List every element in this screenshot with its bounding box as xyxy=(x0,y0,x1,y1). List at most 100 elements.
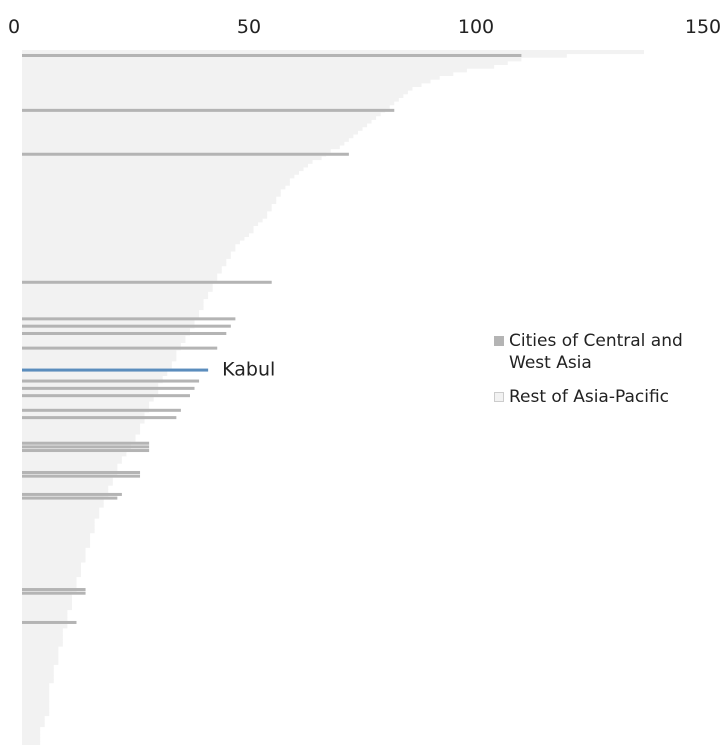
bar-rest-of-asia-pacific xyxy=(22,598,72,603)
bar-rest-of-asia-pacific xyxy=(22,510,100,515)
bar-rest-of-asia-pacific xyxy=(22,167,304,172)
bar-central-west-asia xyxy=(22,496,118,500)
bar-rest-of-asia-pacific xyxy=(22,313,200,318)
legend-item-central-west-asia: Cities of Central and West Asia xyxy=(494,330,719,374)
bar-rest-of-asia-pacific xyxy=(22,382,159,387)
bar-rest-of-asia-pacific xyxy=(22,693,50,698)
bar-rest-of-asia-pacific xyxy=(22,210,268,216)
bar-rest-of-asia-pacific xyxy=(22,207,272,212)
bar-central-west-asia xyxy=(22,408,181,412)
bar-rest-of-asia-pacific xyxy=(22,562,82,567)
x-tick-label: 50 xyxy=(237,16,261,38)
bar-rest-of-asia-pacific xyxy=(22,123,368,128)
bar-rest-of-asia-pacific xyxy=(22,664,54,669)
bar-rest-of-asia-pacific xyxy=(22,86,413,91)
bar-rest-of-asia-pacific xyxy=(22,390,159,395)
bar-rest-of-asia-pacific xyxy=(22,646,59,651)
bar-rest-of-asia-pacific xyxy=(22,364,172,369)
bar-rest-of-asia-pacific xyxy=(22,638,63,643)
bar-rest-of-asia-pacific xyxy=(22,93,404,98)
bar-rest-of-asia-pacific xyxy=(22,265,222,270)
bar-rest-of-asia-pacific xyxy=(22,302,204,307)
bar-rest-of-asia-pacific xyxy=(22,90,408,95)
data-label-kabul: Kabul xyxy=(222,359,275,381)
bar-rest-of-asia-pacific xyxy=(22,554,86,559)
bar-rest-of-asia-pacific xyxy=(22,306,204,311)
bar-rest-of-asia-pacific xyxy=(22,104,390,109)
bar-rest-of-asia-pacific xyxy=(22,401,150,406)
bar-rest-of-asia-pacific xyxy=(22,635,63,640)
bar-rest-of-asia-pacific xyxy=(22,163,309,168)
bar-rest-of-asia-pacific xyxy=(22,64,495,69)
bar-rest-of-asia-pacific xyxy=(22,595,72,600)
bar-rest-of-asia-pacific xyxy=(22,236,245,241)
bar-rest-of-asia-pacific xyxy=(22,119,372,124)
bar-rest-of-asia-pacific xyxy=(22,134,354,139)
bar-rest-of-asia-pacific xyxy=(22,137,349,142)
bar-central-west-asia xyxy=(22,53,522,57)
bar-rest-of-asia-pacific xyxy=(22,426,141,431)
x-axis-ticks: 0 50 100 150 xyxy=(8,16,721,38)
legend-swatch-rest-of-asia-pacific xyxy=(494,392,504,402)
bar-rest-of-asia-pacific xyxy=(22,467,118,472)
bar-rest-of-asia-pacific xyxy=(22,558,86,563)
bar-rest-of-asia-pacific xyxy=(22,50,644,55)
bar-rest-of-asia-pacific xyxy=(22,60,508,66)
bar-rest-of-asia-pacific xyxy=(22,126,363,131)
bar-central-west-asia xyxy=(22,386,195,390)
bar-rest-of-asia-pacific xyxy=(22,543,91,548)
bar-rest-of-asia-pacific xyxy=(22,609,68,614)
bar-central-west-asia xyxy=(22,492,122,496)
bar-rest-of-asia-pacific xyxy=(22,287,213,292)
bar-rest-of-asia-pacific xyxy=(22,112,381,117)
bar-rest-of-asia-pacific xyxy=(22,174,295,179)
bar-rest-of-asia-pacific xyxy=(22,682,50,687)
bar-rest-of-asia-pacific xyxy=(22,229,254,234)
bar-rest-of-asia-pacific xyxy=(22,203,272,208)
bar-rest-of-asia-pacific xyxy=(22,262,227,267)
bar-rest-of-asia-pacific xyxy=(22,141,345,146)
bar-rest-of-asia-pacific xyxy=(22,82,422,87)
bar-rest-of-asia-pacific xyxy=(22,342,181,347)
bar-central-west-asia xyxy=(22,331,227,335)
bar-rest-of-asia-pacific xyxy=(22,708,50,713)
bar-rest-of-asia-pacific xyxy=(22,192,281,197)
bar-rest-of-asia-pacific xyxy=(22,613,68,618)
bar-central-west-asia xyxy=(22,474,141,478)
x-tick-label: 100 xyxy=(458,16,494,38)
bar-rest-of-asia-pacific xyxy=(22,536,91,541)
bar-rest-of-asia-pacific xyxy=(22,295,209,300)
bar-rest-of-asia-pacific xyxy=(22,357,177,362)
bar-rest-of-asia-pacific xyxy=(22,459,122,464)
bar-rest-of-asia-pacific xyxy=(22,686,50,691)
bar-rest-of-asia-pacific xyxy=(22,540,91,545)
bar-rest-of-asia-pacific xyxy=(22,452,127,457)
bar-central-west-asia xyxy=(22,108,395,112)
bar-rest-of-asia-pacific xyxy=(22,284,213,289)
bar-rest-of-asia-pacific xyxy=(22,276,218,281)
bar-rest-of-asia-pacific xyxy=(22,247,236,252)
legend-label-rest-of-asia-pacific: Rest of Asia-Pacific xyxy=(509,387,670,407)
bar-rest-of-asia-pacific xyxy=(22,741,41,745)
bar-rest-of-asia-pacific xyxy=(22,690,50,695)
bar-rest-of-asia-pacific xyxy=(22,580,77,585)
bar-rest-of-asia-pacific xyxy=(22,375,163,380)
highlight-kabul: Kabul xyxy=(22,359,275,381)
bar-rest-of-asia-pacific xyxy=(22,360,172,365)
bar-central-west-asia xyxy=(22,394,190,398)
legend-item-rest-of-asia-pacific: Rest of Asia-Pacific xyxy=(494,386,719,408)
bar-rest-of-asia-pacific xyxy=(22,349,177,355)
bar-rest-of-asia-pacific xyxy=(22,657,59,662)
bar-central-west-asia xyxy=(22,379,200,383)
bar-rest-of-asia-pacific xyxy=(22,156,322,161)
bar-rest-of-asia-pacific xyxy=(22,397,154,402)
x-tick-label: 150 xyxy=(685,16,721,38)
bar-central-west-asia xyxy=(22,445,150,449)
bar-rest-of-asia-pacific xyxy=(22,547,86,552)
legend: Cities of Central and West Asia Rest of … xyxy=(494,330,719,420)
bar-rest-of-asia-pacific xyxy=(22,225,254,230)
bar-rest-of-asia-pacific xyxy=(22,338,186,344)
bar-rest-of-asia-pacific xyxy=(22,353,177,358)
bar-central-west-asia xyxy=(22,470,141,474)
